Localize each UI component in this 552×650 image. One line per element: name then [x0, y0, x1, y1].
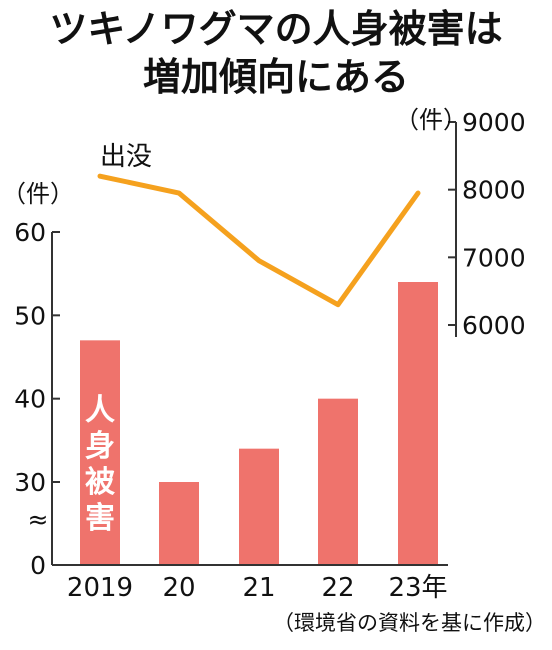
x-tick-label: 21 — [242, 573, 275, 603]
left-axis-ticks: 0 30 40 50 60 — [14, 218, 60, 580]
left-tick-label: 30 — [14, 468, 46, 497]
line-point-23年 — [417, 192, 419, 194]
left-tick-label: 60 — [14, 218, 46, 247]
line-point-21 — [258, 260, 260, 262]
bar-series-group — [80, 282, 438, 565]
bar-series-label-char: 被 — [85, 465, 115, 500]
left-tick-label: 40 — [14, 385, 46, 414]
right-axis-ticks: 6000 7000 8000 9000 — [448, 108, 526, 340]
bar-21 — [239, 448, 279, 565]
x-tick-label: 2019 — [67, 573, 133, 603]
x-tick-label: 22 — [321, 573, 354, 603]
axis-break-symbol: ≈ — [28, 505, 49, 534]
left-tick-label: 0 — [30, 551, 46, 580]
right-tick-label: 9000 — [462, 108, 526, 137]
bar-series-label-char: 害 — [85, 501, 115, 536]
right-tick-label: 7000 — [462, 243, 526, 272]
bar-series-label-char: 身 — [85, 429, 115, 464]
bar-23年 — [398, 282, 438, 565]
bar-series-label-group: 人身被害 — [85, 393, 115, 536]
line-series-path — [97, 173, 421, 308]
chart-title-line-2: 増加傾向にある — [143, 55, 409, 99]
right-tick-label: 8000 — [462, 176, 526, 205]
line-series-group — [97, 173, 421, 308]
x-axis-tick-labels: 2019 20 21 22 23年 — [67, 573, 448, 603]
line-series-label: 出没 — [100, 142, 152, 172]
line-point-2019 — [99, 175, 101, 177]
bar-series-label-char: 人 — [85, 393, 115, 428]
left-axis-unit: （件） — [2, 180, 74, 208]
x-tick-label: 23年 — [388, 573, 447, 603]
line-point-20 — [178, 192, 180, 194]
bar-20 — [159, 482, 199, 565]
source-note: （環境省の資料を基に作成） — [273, 611, 546, 635]
left-tick-label: 50 — [14, 301, 46, 330]
right-axis-unit: （件） — [395, 106, 467, 134]
x-tick-label: 20 — [162, 573, 195, 603]
bar-22 — [318, 398, 358, 565]
right-tick-label: 6000 — [462, 311, 526, 340]
line-point-22 — [337, 304, 339, 306]
chart-title-line-1: ツキノワグマの人身被害は — [49, 7, 502, 51]
bar-2019 — [80, 340, 120, 565]
